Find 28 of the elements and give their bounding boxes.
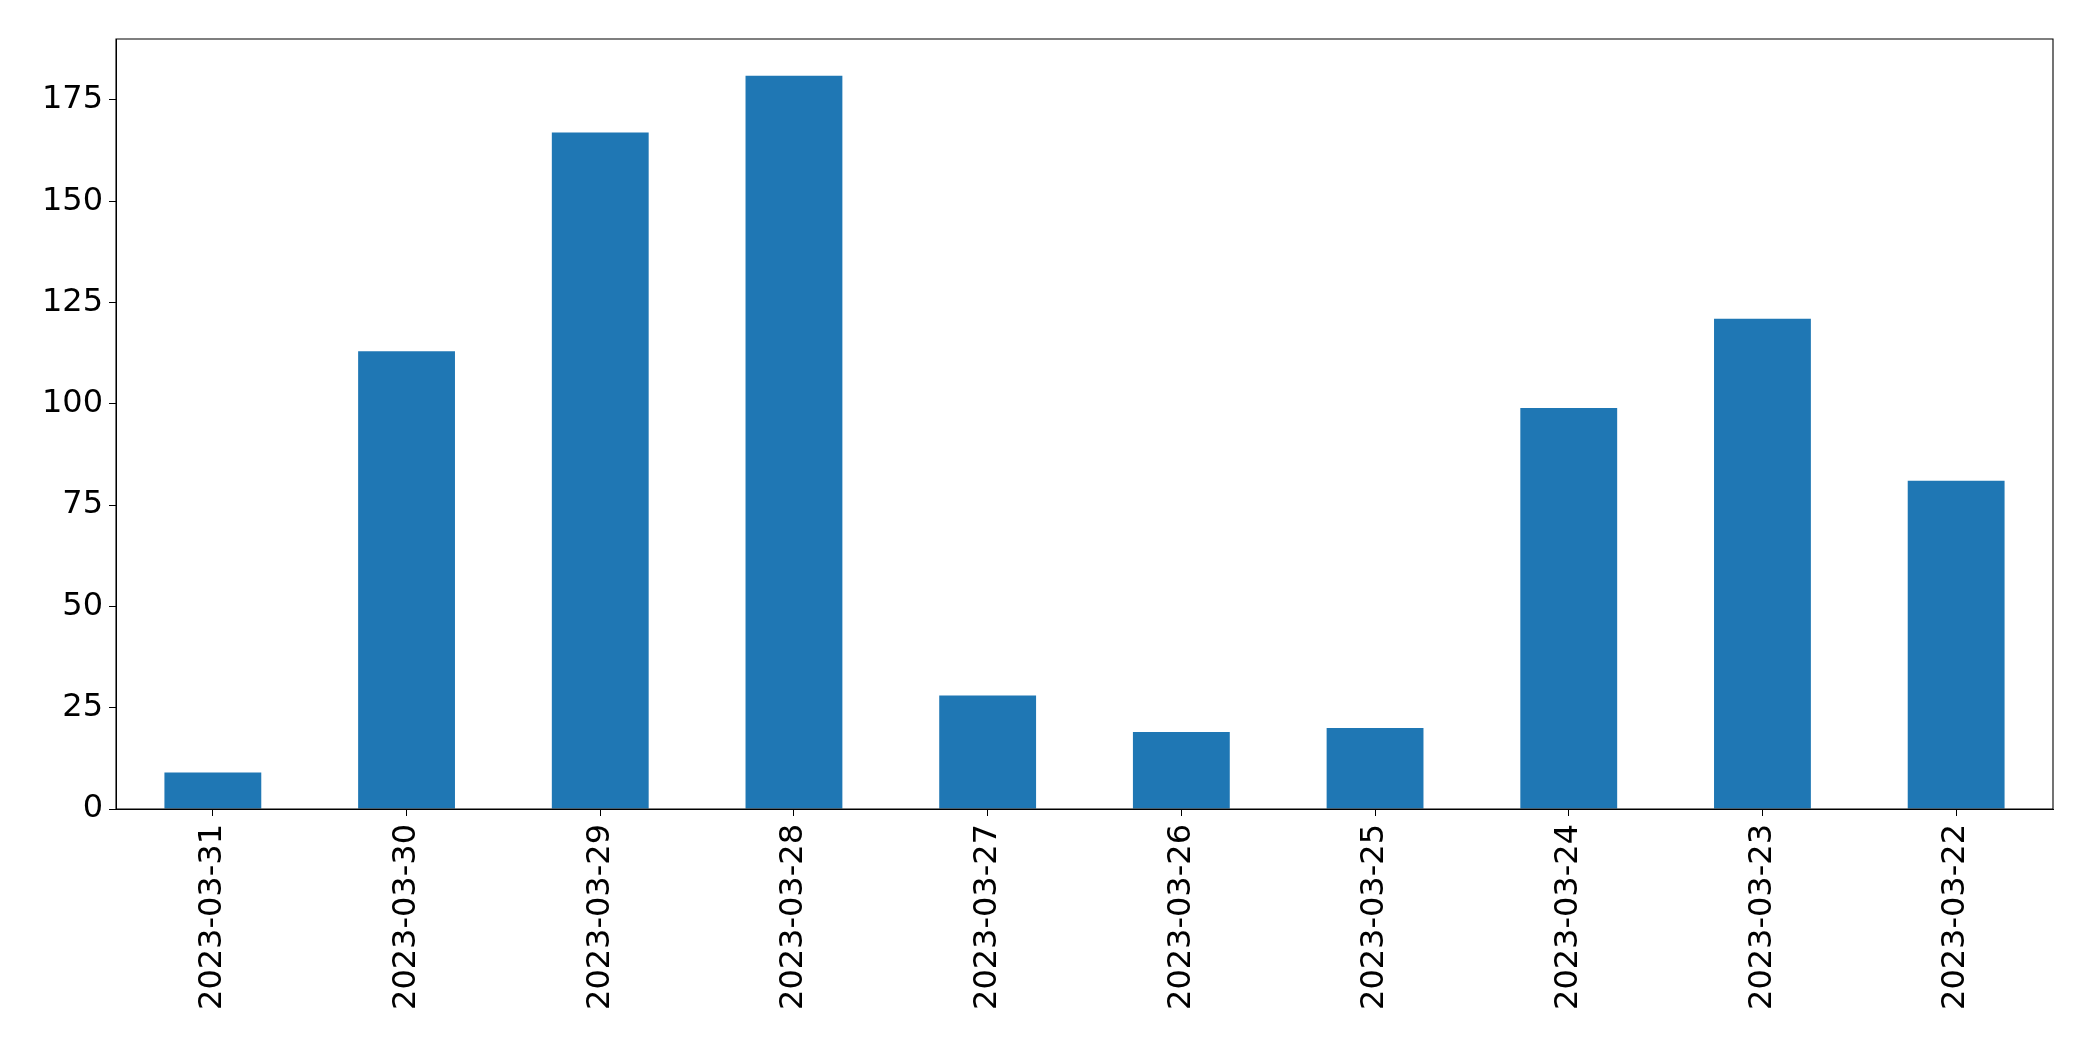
- bar: [939, 695, 1037, 809]
- x-tick-label: 2023-03-23: [1740, 824, 1779, 1010]
- bar: [164, 772, 262, 809]
- y-tick-label: 150: [41, 179, 103, 218]
- bar: [551, 132, 649, 809]
- y-tick-label: 125: [41, 280, 103, 319]
- bar: [1132, 732, 1230, 809]
- x-tick-label: 2023-03-26: [1159, 824, 1198, 1010]
- x-tick-label: 2023-03-31: [191, 824, 230, 1010]
- x-tick-label: 2023-03-25: [1353, 824, 1392, 1010]
- y-tick-label: 0: [82, 787, 103, 826]
- x-tick-label: 2023-03-30: [384, 824, 423, 1010]
- y-tick-label: 175: [41, 78, 103, 117]
- x-tick-label: 2023-03-27: [965, 824, 1004, 1010]
- x-tick-label: 2023-03-28: [772, 824, 811, 1010]
- x-tick-label: 2023-03-24: [1547, 824, 1586, 1010]
- bar: [358, 351, 455, 809]
- x-tick-label: 2023-03-22: [1934, 824, 1973, 1010]
- y-tick-label: 75: [62, 483, 103, 522]
- bar: [1520, 407, 1618, 809]
- x-tick-label: 2023-03-29: [578, 824, 617, 1010]
- bar: [1326, 727, 1424, 809]
- bar: [1907, 480, 2005, 809]
- y-tick-label: 50: [62, 584, 103, 623]
- y-tick-label: 100: [41, 382, 103, 421]
- y-tick-label: 25: [62, 686, 103, 725]
- bar: [745, 75, 843, 809]
- bar: [1714, 318, 1811, 809]
